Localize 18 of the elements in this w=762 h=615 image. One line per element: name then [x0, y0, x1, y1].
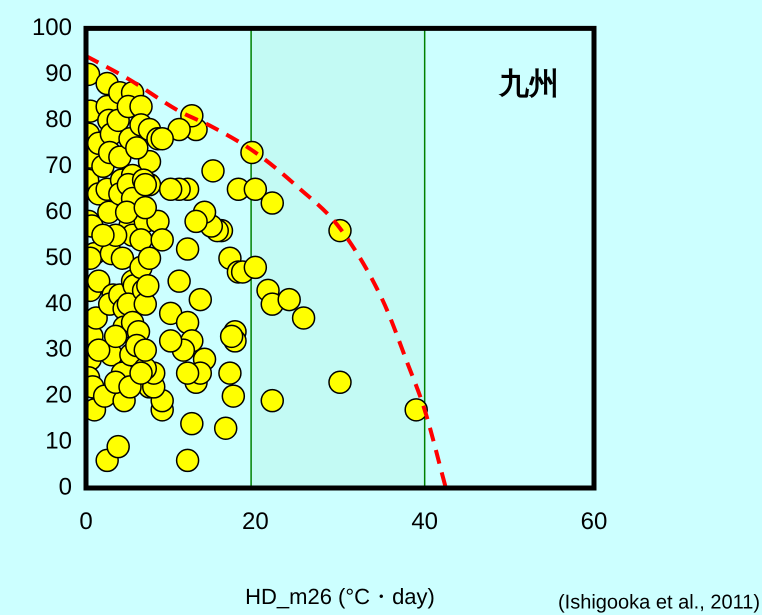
- annotation: 九州: [498, 68, 559, 101]
- y-tick-label: 100: [32, 14, 72, 42]
- x-tick-label: 0: [79, 508, 93, 536]
- y-tick-label: 40: [45, 290, 72, 317]
- text: (Ishigooka et al., 2011): [558, 592, 760, 614]
- y-tick-label: 20: [45, 382, 72, 409]
- x-tick-label: 20: [242, 508, 269, 536]
- x-axis-title: HD_m26 (°C・day): [245, 584, 435, 609]
- y-tick-label: 70: [45, 152, 72, 179]
- y-tick-label: 80: [45, 106, 72, 133]
- x-tick-label: 60: [580, 508, 608, 536]
- x-tick-label: 40: [411, 508, 438, 536]
- y-tick-label: 90: [45, 60, 72, 87]
- y-tick-label: 60: [45, 198, 72, 225]
- y-tick-label: 10: [45, 428, 72, 455]
- y-tick-label: 30: [45, 336, 72, 363]
- y-tick-label: 50: [45, 244, 72, 271]
- y-tick-label: 0: [58, 474, 72, 501]
